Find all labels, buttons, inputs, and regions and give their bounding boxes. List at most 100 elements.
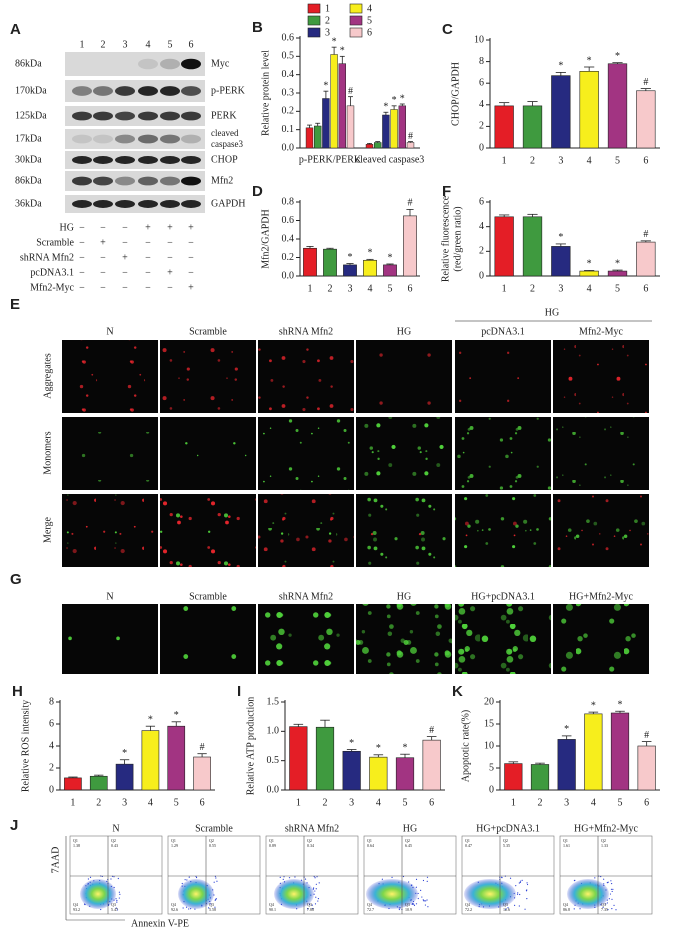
y-tick-label: 0.2 <box>282 252 295 263</box>
bar <box>390 109 398 149</box>
event-dot <box>119 893 121 896</box>
y-tick-label: 20 <box>484 696 494 707</box>
blot-band <box>138 156 158 164</box>
bar <box>167 725 186 791</box>
panel-label: J <box>10 817 18 834</box>
quadrant-value: 0.47 <box>465 843 472 848</box>
panel-label: I <box>237 683 241 700</box>
quadrant-value: 6.45 <box>405 843 412 848</box>
x-tick-label: 5 <box>174 797 179 808</box>
event-dot <box>213 881 215 883</box>
x-tick-label: 1 <box>308 283 313 294</box>
bar <box>315 726 335 791</box>
ros-image <box>258 604 354 674</box>
treatment-sign: − <box>79 252 85 263</box>
quadrant-name: Q2 <box>503 838 508 843</box>
blot-band <box>160 86 180 96</box>
event-dot <box>594 877 596 879</box>
panel-label: D <box>252 183 263 200</box>
x-tick-label: 3 <box>558 155 563 166</box>
event-dot <box>607 909 609 911</box>
protein-name: p-PERK <box>211 85 246 96</box>
blot-band <box>72 200 92 208</box>
treatment-sign: − <box>167 237 173 248</box>
event-dot <box>408 881 410 883</box>
blot-band <box>72 111 92 121</box>
bar <box>64 777 82 791</box>
blot-band <box>181 156 201 164</box>
blot-band <box>181 200 201 208</box>
micrograph <box>455 340 551 413</box>
column-title: HG <box>397 591 411 602</box>
blot-band <box>115 111 135 121</box>
treatment-sign: − <box>79 222 85 233</box>
event-dot <box>314 890 316 892</box>
event-dot <box>317 900 319 902</box>
quadrant-value: 12.6 <box>503 907 510 912</box>
column-title: N <box>106 326 113 337</box>
significance: # <box>408 131 413 142</box>
bar <box>365 144 374 149</box>
x-tick-label: cleaved caspase3 <box>356 154 425 165</box>
event-dot <box>116 909 119 911</box>
x-tick-label: 4 <box>376 797 381 808</box>
bar <box>342 750 361 791</box>
legend-label: 6 <box>367 27 372 38</box>
molecular-weight: 170kDa <box>15 85 47 96</box>
event-dot <box>308 903 311 905</box>
blot-band <box>93 200 113 208</box>
event-dot <box>426 876 429 878</box>
treatment-sign: − <box>145 267 151 278</box>
micrograph <box>455 417 551 490</box>
blot-band <box>93 134 113 144</box>
y-tick-label: 0 <box>479 142 484 153</box>
event-dot <box>312 888 314 890</box>
x-tick-label: 1 <box>70 797 75 808</box>
micrograph <box>62 340 158 413</box>
bar <box>579 270 599 277</box>
protein-name: CHOP <box>211 154 238 165</box>
x-tick-label: 4 <box>587 155 592 166</box>
event-dot <box>314 877 316 879</box>
bar <box>363 259 377 277</box>
significance: * <box>615 258 620 269</box>
legend-swatch <box>349 3 363 14</box>
blot-band <box>160 200 180 208</box>
quadrant-name: Q1 <box>269 838 274 843</box>
y-axis-label: Relative ATP production <box>245 697 256 796</box>
micrograph <box>553 340 649 413</box>
event-dot <box>188 876 190 878</box>
y-tick-label: 4 <box>479 99 484 110</box>
event-dot <box>424 904 427 906</box>
molecular-weight: 36kDa <box>15 198 42 209</box>
quadrant-value: 1.61 <box>563 843 570 848</box>
legend-swatch <box>307 3 321 14</box>
event-dot <box>607 881 609 883</box>
event-dot <box>611 898 613 900</box>
ros-image <box>62 604 158 674</box>
significance: * <box>388 252 393 263</box>
treatment-sign: + <box>167 267 173 278</box>
bar <box>610 712 630 791</box>
x-tick-label: 1 <box>296 797 301 808</box>
column-title: Mfn2-Myc <box>579 326 623 337</box>
event-dot <box>426 899 428 901</box>
y-tick-label: 0.2 <box>282 106 295 117</box>
bar <box>579 71 599 149</box>
event-dot <box>214 906 216 908</box>
quadrant-name: Q2 <box>111 838 116 843</box>
significance: * <box>376 743 381 754</box>
x-tick-label: 2 <box>530 155 535 166</box>
micrograph <box>62 417 158 490</box>
event-dot <box>611 908 613 910</box>
quadrant-name: Q1 <box>171 838 176 843</box>
blot-band <box>138 200 158 208</box>
quadrant-name: Q3 <box>307 902 312 907</box>
blot-band <box>115 86 135 96</box>
event-dot <box>182 907 184 909</box>
blot-band <box>138 58 158 70</box>
event-dot <box>524 908 526 910</box>
treatment-name: Mfn2-Myc <box>30 282 74 293</box>
